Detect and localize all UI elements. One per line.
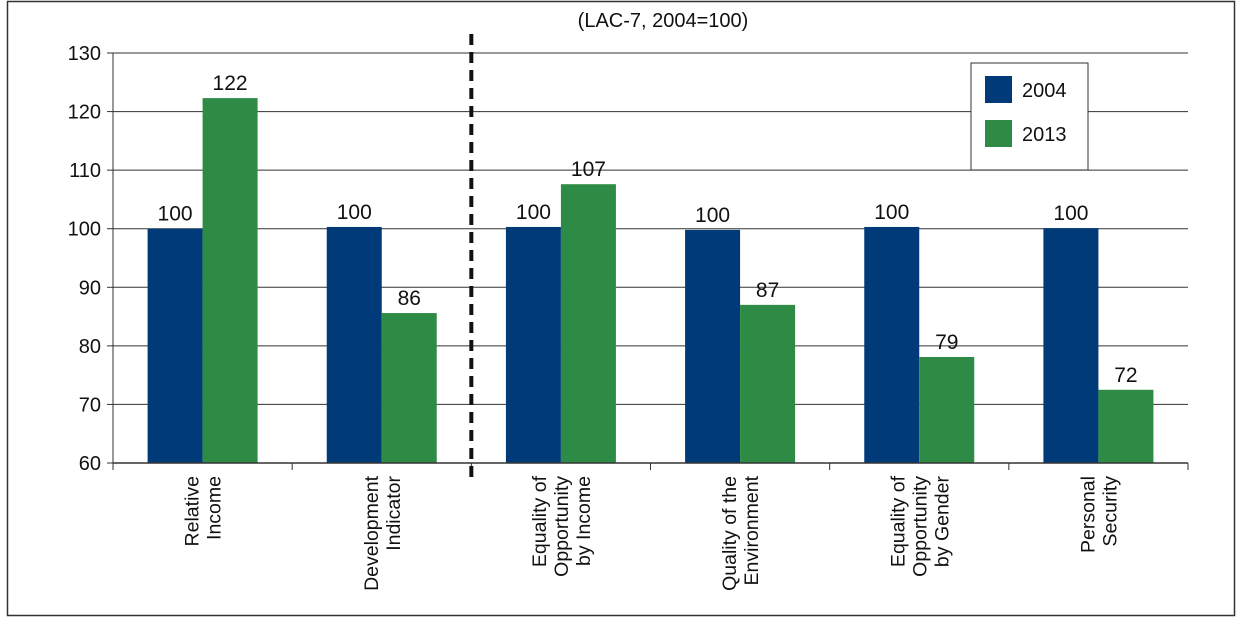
data-label: 100 — [516, 201, 551, 224]
y-tick-label: 120 — [68, 102, 101, 124]
x-category-label: Development — [361, 475, 383, 590]
x-category-label: Opportunity — [551, 476, 573, 577]
data-label: 79 — [935, 331, 958, 354]
bar-2013-1 — [202, 98, 258, 463]
x-category-label: Indicator — [383, 475, 405, 550]
data-label: 87 — [756, 279, 779, 302]
x-category-label: Opportunity — [909, 476, 931, 577]
labels: 100 100 100 100 100 100 122 86 107 87 79 72 Relative… — [158, 72, 1138, 591]
y-tick-label: 100 — [68, 219, 101, 241]
y-tick-label: 130 — [68, 43, 101, 65]
legend: 2004 2013 — [970, 62, 1089, 171]
y-tick-label: 110 — [69, 160, 101, 182]
data-label: 100 — [158, 203, 193, 226]
data-label: 100 — [1053, 202, 1088, 225]
data-label: 107 — [571, 158, 606, 181]
x-category-label: by Gender — [931, 476, 953, 568]
bar-2004-5 — [864, 226, 920, 463]
data-label: 100 — [874, 201, 909, 224]
x-category-label: Security — [1099, 476, 1121, 547]
data-label: 72 — [1114, 364, 1137, 387]
bars — [147, 98, 1154, 463]
y-tick-label: 60 — [79, 453, 101, 475]
bar-2004-4 — [685, 229, 741, 463]
x-category-label: Environment — [741, 475, 763, 585]
x-category-label: Personal — [1077, 476, 1099, 553]
bar-2013-2 — [381, 313, 437, 463]
data-label: 86 — [398, 287, 421, 310]
bar-2004-3 — [505, 226, 561, 463]
chart-subtitle: (LAC-7, 2004=100) — [578, 10, 749, 32]
data-label: 100 — [337, 201, 372, 224]
bar-2013-3 — [560, 184, 616, 463]
bar-2004-2 — [326, 226, 382, 463]
x-category-label: Relative — [182, 476, 204, 546]
y-tick-label: 80 — [79, 336, 101, 358]
bar-2004-6 — [1043, 228, 1099, 463]
y-tick-label: 70 — [79, 394, 101, 416]
y-tick-label: 90 — [79, 277, 101, 299]
axes: 60 70 80 90 100 110 120 130 — [68, 34, 1189, 482]
bar-2013-6 — [1098, 389, 1154, 463]
x-category-label: Equality of — [529, 475, 551, 567]
x-category-label: Quality of the — [719, 476, 741, 591]
legend-label: 2013 — [1022, 124, 1067, 146]
legend-swatch-2013 — [985, 120, 1012, 147]
bar-2013-4 — [740, 304, 796, 463]
bar-2013-5 — [919, 356, 975, 463]
data-label: 100 — [695, 204, 730, 227]
x-category-label: Equality of — [887, 475, 909, 567]
legend-label: 2004 — [1022, 80, 1067, 102]
x-category-label: Income — [204, 476, 226, 540]
legend-swatch-2004 — [985, 76, 1012, 103]
x-category-label: by Income — [573, 476, 595, 566]
data-label: 122 — [213, 72, 248, 95]
bar-2004-1 — [147, 228, 203, 463]
